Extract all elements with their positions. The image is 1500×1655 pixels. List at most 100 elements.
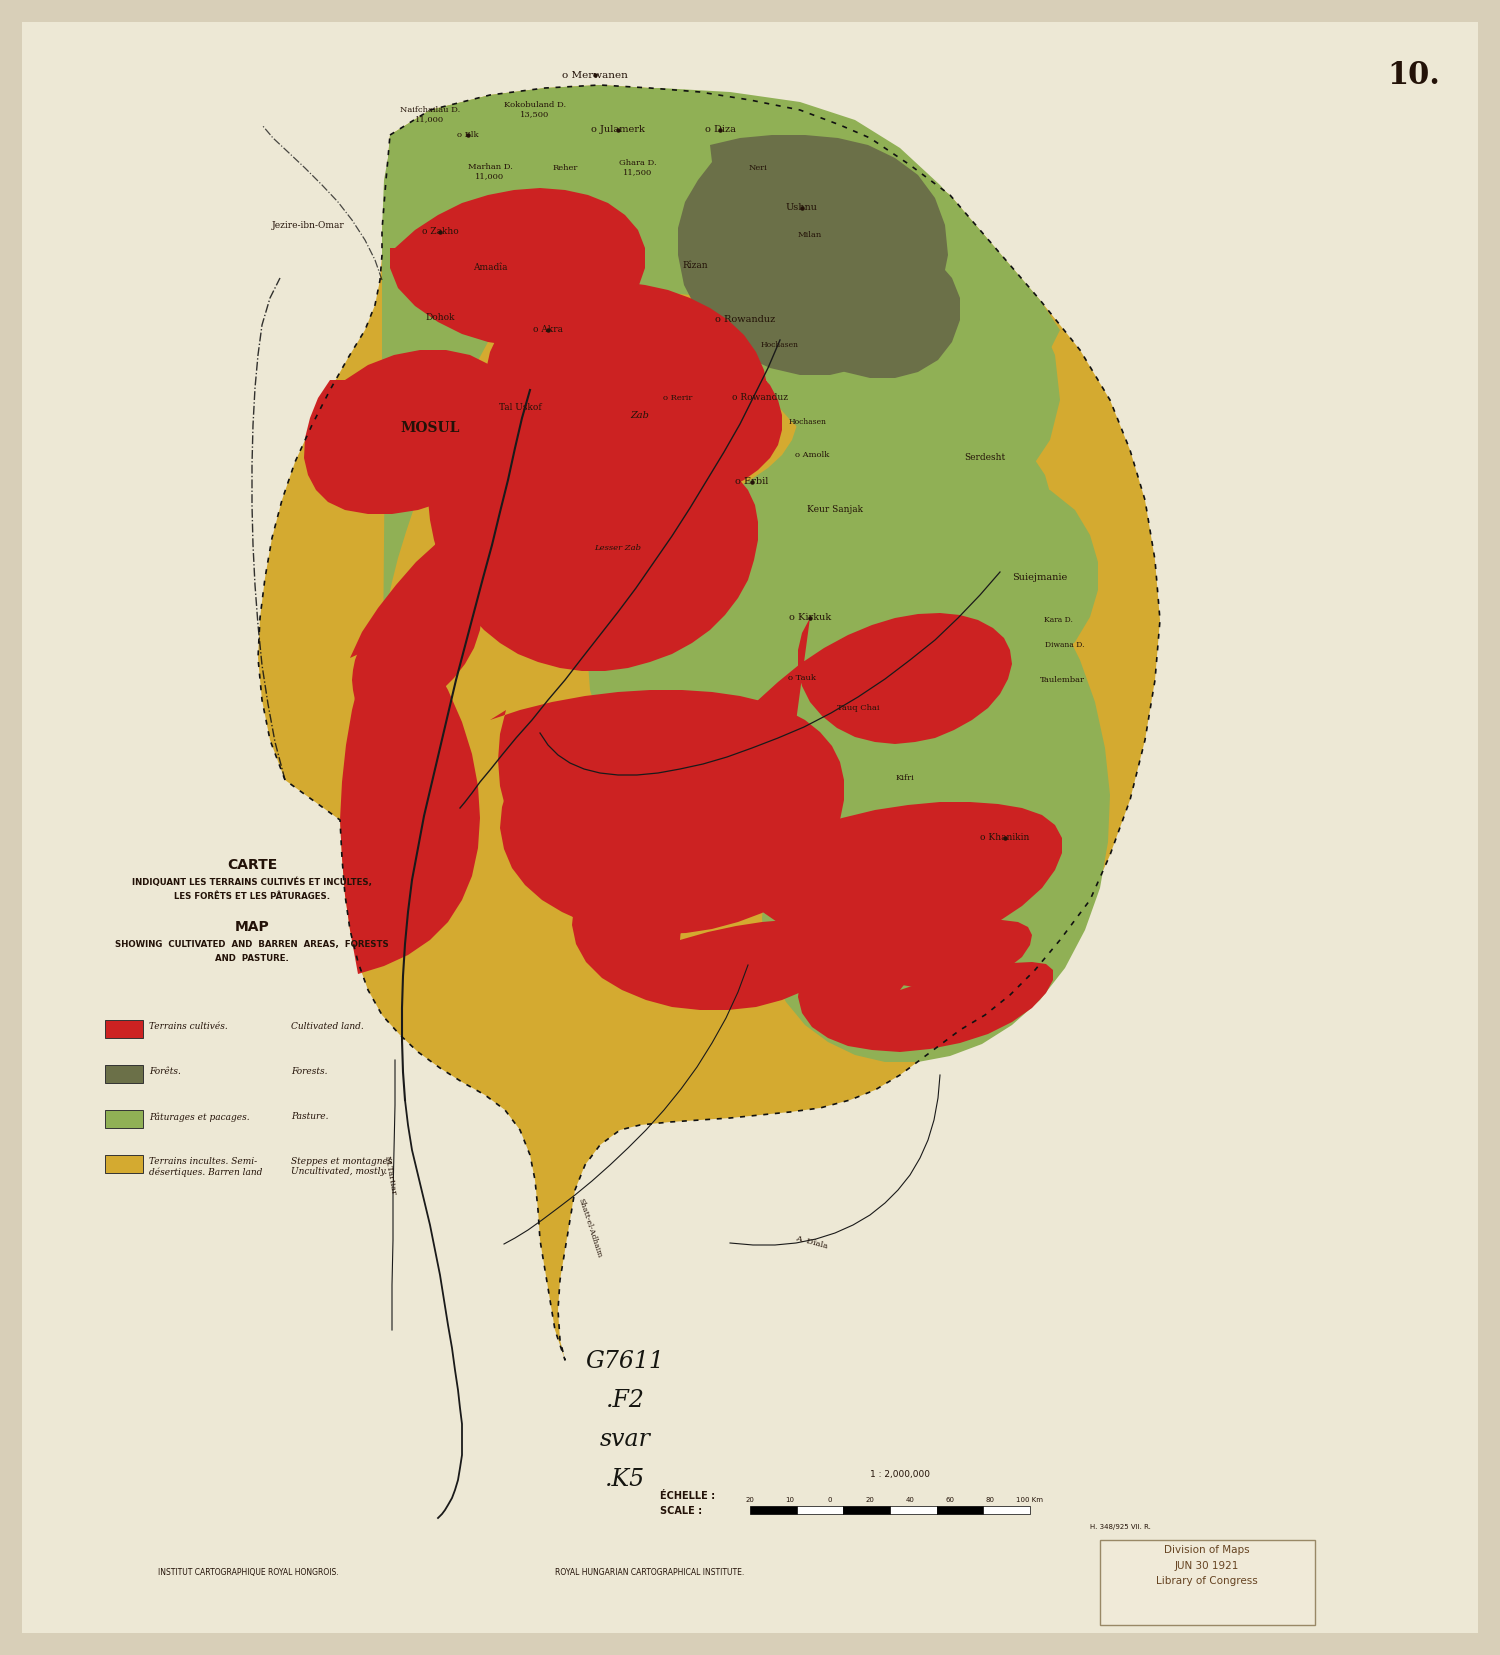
- Text: 20: 20: [865, 1498, 874, 1503]
- Text: CARTE: CARTE: [226, 857, 278, 872]
- Polygon shape: [258, 84, 1160, 1360]
- Polygon shape: [304, 349, 518, 515]
- Text: M.Tartiar: M.Tartiar: [382, 1155, 398, 1195]
- Text: Lesser Zab: Lesser Zab: [594, 544, 642, 553]
- Text: Tauq Chai: Tauq Chai: [837, 703, 879, 712]
- Polygon shape: [340, 564, 482, 975]
- Text: o Erbil: o Erbil: [735, 478, 768, 487]
- Text: o Zakho: o Zakho: [422, 227, 459, 237]
- Text: o Akra: o Akra: [532, 326, 562, 334]
- Text: Rîzan: Rîzan: [682, 260, 708, 270]
- Text: Diwana D.: Diwana D.: [1046, 640, 1084, 649]
- Text: o Tauk: o Tauk: [788, 674, 816, 682]
- Polygon shape: [710, 612, 1062, 952]
- Text: Ghara D.
11,500: Ghara D. 11,500: [620, 159, 657, 177]
- Text: o Merwanen: o Merwanen: [562, 71, 628, 79]
- Text: H. 348/925 VII. R.: H. 348/925 VII. R.: [1090, 1524, 1150, 1529]
- Text: Terrains incultes. Semi-
désertiques. Barren land: Terrains incultes. Semi- désertiques. Ba…: [148, 1157, 262, 1177]
- Polygon shape: [676, 530, 1062, 758]
- Text: Kifri: Kifri: [896, 775, 915, 783]
- Text: Hochasen: Hochasen: [789, 419, 826, 425]
- Text: Kara D.: Kara D.: [1044, 616, 1072, 624]
- Text: Cultivated land.: Cultivated land.: [291, 1023, 363, 1031]
- Bar: [936, 1506, 984, 1514]
- Bar: [105, 1155, 142, 1173]
- Text: AND  PASTURE.: AND PASTURE.: [214, 953, 290, 963]
- Bar: [843, 1506, 890, 1514]
- Polygon shape: [588, 295, 1060, 819]
- Bar: [105, 1019, 142, 1038]
- Text: Tal Uskof: Tal Uskof: [498, 404, 542, 412]
- Bar: [984, 1506, 1030, 1514]
- Polygon shape: [390, 189, 645, 346]
- Polygon shape: [490, 690, 844, 915]
- Text: Serdesht: Serdesht: [964, 453, 1005, 462]
- Polygon shape: [678, 136, 948, 376]
- Text: 1 : 2,000,000: 1 : 2,000,000: [870, 1470, 930, 1480]
- Text: ROYAL HUNGARIAN CARTOGRAPHICAL INSTITUTE.: ROYAL HUNGARIAN CARTOGRAPHICAL INSTITUTE…: [555, 1567, 744, 1577]
- Text: SHOWING  CULTIVATED  AND  BARREN  AREAS,  FORESTS: SHOWING CULTIVATED AND BARREN AREAS, FOR…: [116, 940, 388, 948]
- Text: Dohok: Dohok: [426, 313, 454, 323]
- Text: SCALE :: SCALE :: [660, 1506, 702, 1516]
- Polygon shape: [762, 621, 1110, 1063]
- Text: Hochasen: Hochasen: [760, 341, 800, 349]
- Text: MOSUL: MOSUL: [400, 420, 459, 435]
- Text: Neri: Neri: [748, 164, 768, 172]
- Text: Kokobuland D.
13,500: Kokobuland D. 13,500: [504, 101, 566, 119]
- Text: Shatt-el-Adhaim: Shatt-el-Adhaim: [576, 1197, 603, 1259]
- Polygon shape: [350, 281, 782, 670]
- Text: INDIQUANT LES TERRAINS CULTIVÉS ET INCULTES,: INDIQUANT LES TERRAINS CULTIVÉS ET INCUL…: [132, 879, 372, 887]
- Bar: [796, 1506, 843, 1514]
- Text: o Kirkuk: o Kirkuk: [789, 614, 831, 622]
- Text: o Julamerk: o Julamerk: [591, 126, 645, 134]
- Text: Forests.: Forests.: [291, 1067, 327, 1076]
- Text: 100 Km: 100 Km: [1017, 1498, 1044, 1503]
- Text: ÉCHELLE :: ÉCHELLE :: [660, 1491, 716, 1501]
- Polygon shape: [382, 84, 1060, 455]
- Text: 10.: 10.: [1388, 60, 1440, 91]
- Bar: [105, 1111, 142, 1129]
- Polygon shape: [500, 697, 847, 1010]
- Text: Division of Maps
JUN 30 1921
Library of Congress: Division of Maps JUN 30 1921 Library of …: [1156, 1546, 1258, 1585]
- Text: o Diza: o Diza: [705, 126, 735, 134]
- Text: o Rowanduz: o Rowanduz: [716, 316, 776, 324]
- Text: 60: 60: [945, 1498, 954, 1503]
- Text: Ushnu: Ushnu: [786, 204, 818, 212]
- Text: Reher: Reher: [552, 164, 578, 172]
- Text: 20: 20: [746, 1498, 754, 1503]
- Bar: [890, 1506, 936, 1514]
- Polygon shape: [382, 88, 1060, 655]
- Text: o Amolk: o Amolk: [795, 452, 830, 458]
- Text: o Rowanduz: o Rowanduz: [732, 394, 788, 402]
- Bar: [105, 1066, 142, 1082]
- Text: 80: 80: [986, 1498, 994, 1503]
- Text: 0: 0: [828, 1498, 833, 1503]
- Text: Pâturages et pacages.: Pâturages et pacages.: [148, 1112, 249, 1122]
- Text: MAP: MAP: [234, 920, 270, 933]
- Text: Suiejmanie: Suiejmanie: [1013, 574, 1068, 583]
- Text: LES FORÊTS ET LES PÂTURAGES.: LES FORÊTS ET LES PÂTURAGES.: [174, 892, 330, 900]
- Text: Terrains cultivés.: Terrains cultivés.: [148, 1023, 228, 1031]
- Text: Pasture.: Pasture.: [291, 1112, 328, 1120]
- Text: A. Dîala: A. Dîala: [795, 1235, 830, 1250]
- Text: Forêts.: Forêts.: [148, 1067, 182, 1076]
- Text: Steppes et montagnes
Uncultivated, mostly.: Steppes et montagnes Uncultivated, mostl…: [291, 1157, 393, 1177]
- Polygon shape: [798, 909, 1053, 1053]
- Text: o Rerir: o Rerir: [663, 394, 693, 402]
- Text: Taulembar: Taulembar: [1040, 675, 1084, 684]
- Text: o Khanikin: o Khanikin: [981, 834, 1029, 842]
- Text: Amadîa: Amadîa: [472, 263, 507, 273]
- Text: G7611
.F2
svar
.K5: G7611 .F2 svar .K5: [585, 1350, 664, 1491]
- Text: Milan: Milan: [798, 232, 822, 238]
- Bar: [750, 1506, 796, 1514]
- Text: INSTITUT CARTOGRAPHIQUE ROYAL HONGROIS.: INSTITUT CARTOGRAPHIQUE ROYAL HONGROIS.: [158, 1567, 339, 1577]
- Text: 10: 10: [786, 1498, 795, 1503]
- Text: Marhan D.
11,000: Marhan D. 11,000: [468, 164, 513, 180]
- Polygon shape: [824, 809, 1032, 988]
- Text: Keur Sanjak: Keur Sanjak: [807, 505, 862, 515]
- Bar: [1100, 1541, 1316, 1625]
- Text: Jezire-ibn-Omar: Jezire-ibn-Omar: [272, 220, 345, 230]
- Text: Naifchailau D.
11,000: Naifchailau D. 11,000: [400, 106, 460, 124]
- Text: o Elk: o Elk: [458, 131, 478, 139]
- Polygon shape: [790, 248, 960, 377]
